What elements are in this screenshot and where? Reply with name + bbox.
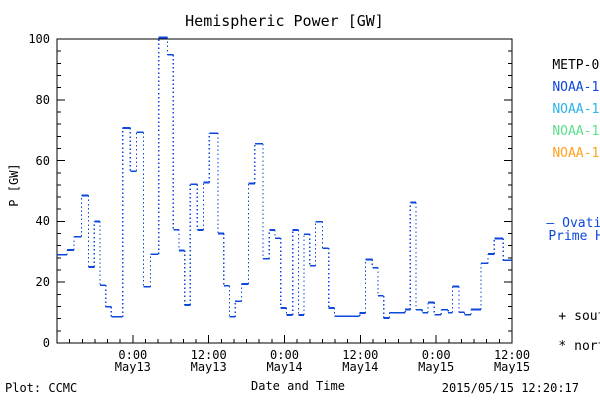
plot-timestamp: 2015/05/15 12:20:17 — [441, 381, 579, 395]
x-tick-label: 0:00 May15 — [418, 348, 455, 374]
legend-label: NOAA-15 — [552, 80, 600, 95]
x-tick-label: 12:00 May13 — [190, 348, 227, 374]
y-tick-label: 20 — [35, 275, 50, 290]
legend-item-noaa-16: NOAA-16 — [521, 90, 600, 116]
x-tick-label: 0:00 May13 — [114, 348, 151, 374]
asterisk-marker-icon: * — [558, 339, 567, 354]
ovation-line-sample: — — [546, 216, 555, 231]
legend-item-north: * north — [527, 327, 600, 366]
south-label: south — [574, 309, 600, 324]
ovation-label-line2: Prime HPI — [548, 229, 600, 244]
y-tick-label: 0 — [42, 336, 50, 350]
legend-item-ovation-line2: Prime HPI — [517, 217, 600, 256]
legend-item-noaa-15: NOAA-15 — [521, 68, 600, 94]
legend-item-ovation: — Ovation — [515, 204, 600, 243]
y-tick-label: 100 — [28, 32, 50, 46]
legend-label: NOAA-19 — [552, 146, 600, 161]
legend-item-noaa-19: NOAA-19 — [521, 134, 600, 160]
ovation-label-line1: Ovation — [562, 216, 600, 231]
axes-frame — [56, 38, 513, 344]
y-tick-label: 60 — [35, 153, 50, 168]
y-tick-label: 40 — [35, 214, 50, 229]
legend-item-south: + south — [527, 297, 600, 336]
plus-marker-icon: + — [558, 309, 567, 324]
legend-item-noaa-18: NOAA-18 — [521, 112, 600, 138]
legend-label: METP-02 — [552, 58, 600, 73]
legend-label: NOAA-16 — [552, 102, 600, 117]
legend-item-metp-02: METP-02 — [521, 46, 600, 72]
y-tick-label: 80 — [35, 92, 50, 107]
legend-label: NOAA-18 — [552, 124, 600, 139]
chart-title: Hemispheric Power [GW] — [185, 12, 384, 30]
x-tick-label: 12:00 May14 — [342, 348, 379, 374]
x-tick-label: 0:00 May14 — [266, 348, 303, 374]
x-tick-label: 12:00 May15 — [493, 348, 531, 374]
plot-credit: Plot: CCMC — [5, 381, 78, 395]
x-axis-label: Date and Time — [251, 379, 345, 393]
north-label: north — [574, 339, 600, 354]
